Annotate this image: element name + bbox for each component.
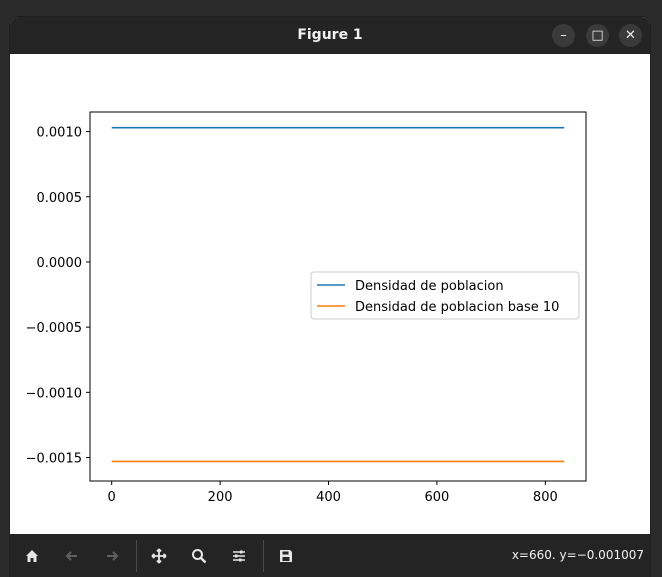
axes-frame xyxy=(89,111,587,482)
y-tick-label: 0.0010 xyxy=(37,126,83,141)
zoom-icon xyxy=(192,549,207,564)
y-tick-label: −0.0010 xyxy=(26,386,82,401)
pan-button[interactable] xyxy=(145,542,173,570)
configure-subplots-button[interactable] xyxy=(225,542,253,570)
cursor-coordinates: x=660. y=−0.001007 xyxy=(511,548,644,562)
legend-label: Densidad de poblacion xyxy=(355,279,504,294)
window-title: Figure 1 xyxy=(297,27,363,43)
minimize-button[interactable]: – xyxy=(552,24,575,47)
forward-icon xyxy=(107,551,119,561)
pan-icon xyxy=(151,548,167,564)
forward-button[interactable] xyxy=(98,542,126,570)
x-tick-label: 600 xyxy=(425,490,450,505)
y-tick-label: −0.0015 xyxy=(26,452,82,467)
legend-box xyxy=(310,271,580,320)
toolbar-separator xyxy=(136,540,137,572)
x-tick-label: 800 xyxy=(533,490,558,505)
y-tick-label: 0.0000 xyxy=(37,256,83,271)
configure-subplots-icon xyxy=(233,550,245,562)
legend-label: Densidad de poblacion base 10 xyxy=(355,300,559,315)
navigation-toolbar: x=660. y=−0.001007 xyxy=(10,534,650,577)
y-tick-label: 0.0005 xyxy=(37,191,83,206)
line-chart[interactable]: 0 200 400 600 800 0.0010 0.0005 0.0000 −0.0005 −0… xyxy=(10,54,650,534)
zoom-button[interactable] xyxy=(185,542,213,570)
figure-window: Figure 1 – □ ✕ 0 200 400 600 800 0.0010 0.0005… xyxy=(10,17,650,577)
toolbar-separator xyxy=(263,540,264,572)
save-button[interactable] xyxy=(272,542,300,570)
home-button[interactable] xyxy=(18,542,46,570)
back-icon xyxy=(65,551,77,561)
title-bar[interactable]: Figure 1 – □ ✕ xyxy=(10,17,650,54)
home-icon xyxy=(26,550,38,562)
close-button[interactable]: ✕ xyxy=(619,24,642,47)
x-tick-label: 0 xyxy=(108,490,116,505)
figure-canvas[interactable]: 0 200 400 600 800 0.0010 0.0005 0.0000 −0.0005 −0… xyxy=(10,54,650,534)
x-tick-label: 200 xyxy=(208,490,233,505)
maximize-button[interactable]: □ xyxy=(586,24,609,47)
save-icon xyxy=(280,550,292,562)
back-button[interactable] xyxy=(58,542,86,570)
x-tick-label: 400 xyxy=(316,490,341,505)
y-tick-label: −0.0005 xyxy=(26,321,82,336)
